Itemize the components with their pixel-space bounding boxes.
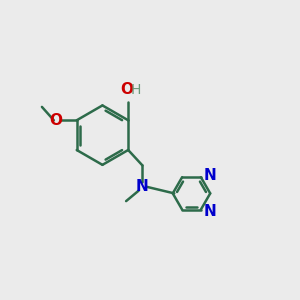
- Text: O: O: [50, 113, 62, 128]
- Text: H: H: [130, 82, 141, 97]
- Text: N: N: [203, 204, 216, 219]
- Text: N: N: [136, 179, 149, 194]
- Text: O: O: [120, 82, 133, 97]
- Text: N: N: [203, 168, 216, 183]
